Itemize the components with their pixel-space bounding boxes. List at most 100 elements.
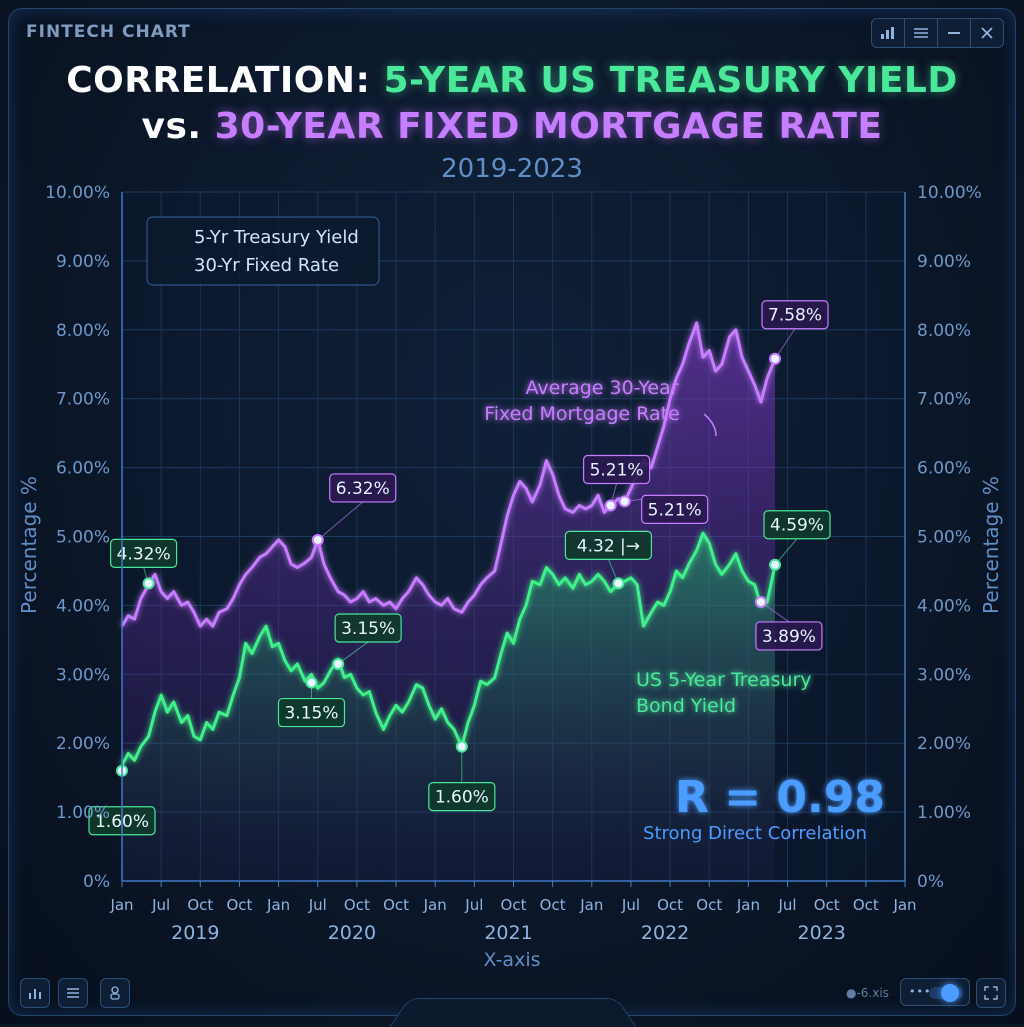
data-point-marker — [754, 595, 767, 608]
x-tick-label: Jul — [151, 896, 170, 914]
data-label-box — [564, 530, 653, 560]
data-label-text: 4.59% — [770, 516, 824, 536]
x-year-label: 2019 — [171, 922, 219, 944]
y-tick-label-left: 0% — [83, 872, 110, 892]
x-tick-label: Oct — [226, 896, 252, 914]
data-label-text: 4.32% — [117, 544, 171, 564]
y-tick-label-right: 7.00% — [917, 390, 971, 410]
chart-type-button[interactable] — [871, 18, 905, 48]
bottom-tab-handle[interactable] — [389, 998, 637, 1027]
window-controls — [871, 18, 1004, 48]
data-label: 5.21% — [618, 494, 709, 524]
y-tick-label-right: 9.00% — [917, 252, 971, 272]
legend-label-mortgage: 30-Yr Fixed Rate — [194, 255, 339, 276]
x-tick-label: Oct — [540, 896, 566, 914]
y-tick-label-right: 1.00% — [917, 803, 971, 823]
chart-type-icon — [881, 27, 894, 39]
list-view-button[interactable] — [58, 978, 88, 1008]
legend: 5-Yr Treasury Yield 30-Yr Fixed Rate — [146, 216, 380, 286]
close-button[interactable] — [970, 18, 1004, 48]
data-label-text: 4.32 |→ — [577, 536, 640, 556]
chart-title-line-1: CORRELATION: 5-YEAR US TREASURY YIELD — [0, 58, 1024, 104]
data-label-leader — [774, 328, 796, 360]
x-year-label: 2022 — [641, 922, 689, 944]
x-tick-label: Oct — [501, 896, 527, 914]
data-label-box — [582, 454, 651, 485]
x-year-label: 2020 — [328, 922, 376, 944]
toggle-knob — [941, 984, 959, 1002]
y-tick-label-left: 10.00% — [45, 183, 110, 203]
data-label-box — [755, 621, 823, 651]
annotation-treasury: US 5-Year Treasury Bond Yield — [636, 669, 812, 717]
x-tick-label: Oct — [657, 896, 683, 914]
x-tick-label: Jul — [777, 896, 796, 914]
title-part-treasury: 5-YEAR US TREASURY YIELD — [383, 60, 958, 101]
y-tick-label-right: 5.00% — [917, 528, 971, 548]
axis-note: ●-6.xis — [846, 986, 889, 1000]
close-icon — [981, 27, 993, 39]
x-tick-label: Oct — [814, 896, 840, 914]
user-icon — [110, 986, 120, 1000]
data-label: 4.32% — [110, 538, 178, 590]
bar-chart-icon — [29, 989, 41, 999]
data-label-text: 3.89% — [762, 627, 816, 647]
data-label-text: 3.15% — [341, 619, 395, 639]
y-tick-label-left: 6.00% — [56, 459, 110, 479]
data-label-box — [110, 538, 178, 568]
annotation-mortgage: Average 30-Year Fixed Mortgage Rate — [484, 377, 717, 437]
fullscreen-icon — [984, 986, 998, 1000]
bottom-toolbar: ●-6.xis ••• — [0, 970, 1024, 1027]
x-tick-label: Jan — [579, 896, 603, 914]
annotation-mortgage-line1: Average 30-Year — [525, 377, 678, 399]
minimize-button[interactable] — [937, 18, 971, 48]
data-label: 4.59% — [763, 510, 831, 571]
y-tick-label-left: 9.00% — [56, 252, 110, 272]
series-lines — [120, 321, 777, 766]
annotation-mortgage-line2: Fixed Mortgage Rate — [484, 403, 680, 425]
data-point-marker — [305, 676, 318, 689]
minimize-icon — [948, 32, 960, 34]
data-point-marker — [332, 657, 345, 670]
r-value: R = 0.98 — [675, 772, 885, 823]
settings-button[interactable] — [904, 18, 938, 48]
data-label-box — [761, 300, 829, 330]
chart-subtitle: 2019-2023 — [441, 154, 583, 184]
axis-toggle[interactable]: ••• — [900, 978, 970, 1006]
data-label: 3.15% — [332, 613, 402, 670]
data-label-text: 7.58% — [768, 306, 822, 326]
data-label-leader — [337, 641, 369, 665]
x-tick-label: Oct — [187, 896, 213, 914]
data-point-marker — [612, 577, 625, 590]
list-icon — [67, 988, 79, 998]
y-tick-label-right: 2.00% — [917, 734, 971, 754]
y-tick-label-left: 2.00% — [56, 734, 110, 754]
data-label-text: 1.60% — [435, 788, 489, 808]
data-label-text: 6.32% — [336, 479, 390, 499]
y-tick-label-right: 4.00% — [917, 596, 971, 616]
user-button[interactable] — [100, 978, 130, 1008]
x-axis-label: X-axis — [484, 949, 541, 971]
data-label-box — [329, 473, 397, 503]
data-point-marker — [618, 495, 631, 508]
y-tick-label-right: 8.00% — [917, 321, 971, 341]
data-label: 6.32% — [311, 473, 397, 546]
data-label-box — [277, 697, 346, 728]
annotation-arrow — [703, 413, 717, 437]
fullscreen-button[interactable] — [976, 978, 1006, 1008]
x-tick-label: Oct — [383, 896, 409, 914]
data-label-box — [763, 510, 831, 540]
y-tick-label-left: 8.00% — [56, 321, 110, 341]
y-tick-label-left: 3.00% — [56, 665, 110, 685]
y-tick-label-right: 6.00% — [917, 459, 971, 479]
bar-view-button[interactable] — [20, 978, 50, 1008]
x-tick-label: Jan — [736, 896, 760, 914]
data-point-marker — [604, 499, 617, 512]
x-tick-label: Jul — [308, 896, 327, 914]
legend-label-treasury: 5-Yr Treasury Yield — [194, 227, 359, 248]
data-label: 5.21% — [582, 454, 651, 512]
title-part-correlation: CORRELATION: — [66, 60, 384, 101]
x-tick-label: Jan — [892, 896, 916, 914]
x-year-label: 2023 — [798, 922, 846, 944]
x-tick-label: Jan — [266, 896, 290, 914]
